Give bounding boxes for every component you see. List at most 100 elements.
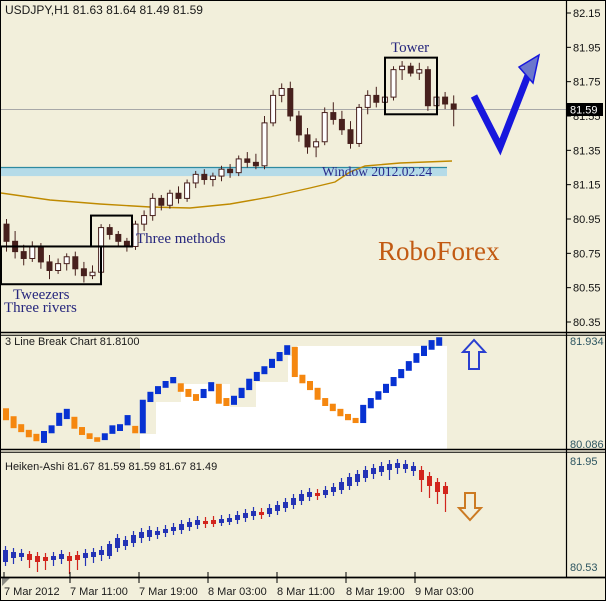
candle-body xyxy=(261,122,268,167)
ha-candle xyxy=(91,548,96,563)
time-label: 8 Mar 19:00 xyxy=(346,586,405,598)
ha-body xyxy=(115,538,120,548)
ha-body xyxy=(11,552,16,558)
candle xyxy=(356,103,363,147)
line-break-panel[interactable]: 3 Line Break Chart 81.8100 xyxy=(3,336,488,449)
candle xyxy=(209,172,216,187)
lb-up-block xyxy=(421,345,427,356)
lb-up-block xyxy=(56,412,63,426)
ha-body xyxy=(163,529,168,533)
ha-candle xyxy=(243,509,248,522)
time-scale[interactable]: 7 Mar 2012 7 Mar 11:00 7 Mar 19:00 8 Mar 03… xyxy=(2,578,474,598)
candle xyxy=(55,258,62,274)
lb-up-block xyxy=(269,358,275,368)
candle xyxy=(252,153,259,170)
ha-body xyxy=(243,513,248,518)
ha-body xyxy=(147,530,152,537)
candle xyxy=(347,121,354,149)
candle-body xyxy=(106,227,113,235)
candle-body xyxy=(407,65,414,74)
price-scale[interactable]: 82.1581.9581.7581.5581.3581.1580.9580.75… xyxy=(566,8,604,574)
candle-body xyxy=(373,94,380,103)
ha-candle xyxy=(99,546,104,561)
candle xyxy=(373,86,380,108)
ha-body xyxy=(123,540,128,546)
ha-body xyxy=(355,474,360,482)
ha-candle xyxy=(315,489,320,500)
three-methods-box[interactable] xyxy=(90,214,133,248)
ha-candle xyxy=(435,478,440,504)
price-tick-label: 80.35 xyxy=(573,317,601,329)
price-tick-label: 82.15 xyxy=(573,8,601,20)
candle xyxy=(227,164,234,178)
lb-up-block xyxy=(261,366,268,375)
lb-up-block xyxy=(101,433,108,441)
tower-label[interactable]: Tower xyxy=(391,40,429,56)
main-chart-plot[interactable]: Window 2012.02.24 Tower Three methods Tw… xyxy=(0,3,566,316)
lb-down-block xyxy=(307,381,313,391)
ha-body xyxy=(427,476,432,486)
ha-candle xyxy=(355,470,360,486)
tower-box[interactable] xyxy=(384,56,438,116)
ha-body xyxy=(99,550,104,555)
pattern-boxes[interactable] xyxy=(0,56,438,286)
candle-body xyxy=(270,94,277,124)
ha-candle xyxy=(19,549,24,561)
ha-body xyxy=(219,519,224,523)
ha-body xyxy=(323,490,328,495)
ha-candle xyxy=(339,478,344,494)
tweezers-label[interactable]: Tweezers xyxy=(13,287,70,303)
lb-up-block xyxy=(284,345,291,355)
ha-candle xyxy=(419,466,424,492)
candle xyxy=(321,107,328,146)
ha-body xyxy=(371,468,376,474)
heiken-ashi-panel[interactable]: Heiken-Ashi 81.67 81.59 81.59 81.67 81.4… xyxy=(3,459,484,577)
ha-body xyxy=(299,494,304,501)
lb-up-block xyxy=(413,353,420,363)
candle-body xyxy=(37,245,44,263)
lb-up-block xyxy=(428,340,435,350)
three-rivers-label[interactable]: Three rivers xyxy=(4,300,77,316)
ha-candle xyxy=(67,552,72,574)
lb-up-block xyxy=(208,382,215,392)
ha-candle xyxy=(163,525,168,537)
ha-candle xyxy=(283,498,288,512)
current-price-badge: 81.59 xyxy=(567,103,603,117)
lb-down-block xyxy=(352,417,359,424)
time-axis-labels: 7 Mar 2012 7 Mar 11:00 7 Mar 19:00 8 Mar 03… xyxy=(3,578,474,598)
lb-up-block xyxy=(238,387,245,399)
ha-body xyxy=(403,464,408,469)
three-methods-label[interactable]: Three methods xyxy=(136,231,226,247)
ha-candle xyxy=(171,523,176,535)
ha-body xyxy=(131,535,136,543)
candle-body xyxy=(252,161,259,167)
heiken-ashi-scale-top: 81.95 xyxy=(570,456,598,468)
ha-body xyxy=(51,556,56,560)
candle-body xyxy=(330,112,337,120)
ha-body xyxy=(275,505,280,511)
lb-down-block xyxy=(193,394,199,401)
ha-body xyxy=(67,556,72,561)
candle-body xyxy=(399,65,406,71)
candle-body xyxy=(166,192,173,206)
lb-up-block xyxy=(109,425,116,434)
window-gap-label[interactable]: Window 2012.02.24 xyxy=(322,164,432,179)
ha-candle xyxy=(11,548,16,564)
forecast-v-arrow[interactable] xyxy=(470,53,541,156)
current-price-badge-bg xyxy=(567,103,603,116)
candle-body xyxy=(235,158,242,174)
heiken-ashi-scale-bottom: 80.53 xyxy=(570,562,598,574)
signal-up-arrow-icon[interactable] xyxy=(460,338,488,370)
lb-up-block xyxy=(360,404,367,424)
lb-down-block xyxy=(291,346,298,378)
ha-candle xyxy=(131,531,136,547)
candle-body xyxy=(72,256,79,270)
price-tick-label: 80.75 xyxy=(573,248,601,260)
lb-down-block xyxy=(94,437,101,442)
candle xyxy=(244,152,251,168)
time-label: 9 Mar 03:00 xyxy=(415,586,474,598)
signal-down-arrow-icon[interactable] xyxy=(456,492,484,522)
ha-body xyxy=(267,508,272,514)
candle xyxy=(235,155,242,177)
